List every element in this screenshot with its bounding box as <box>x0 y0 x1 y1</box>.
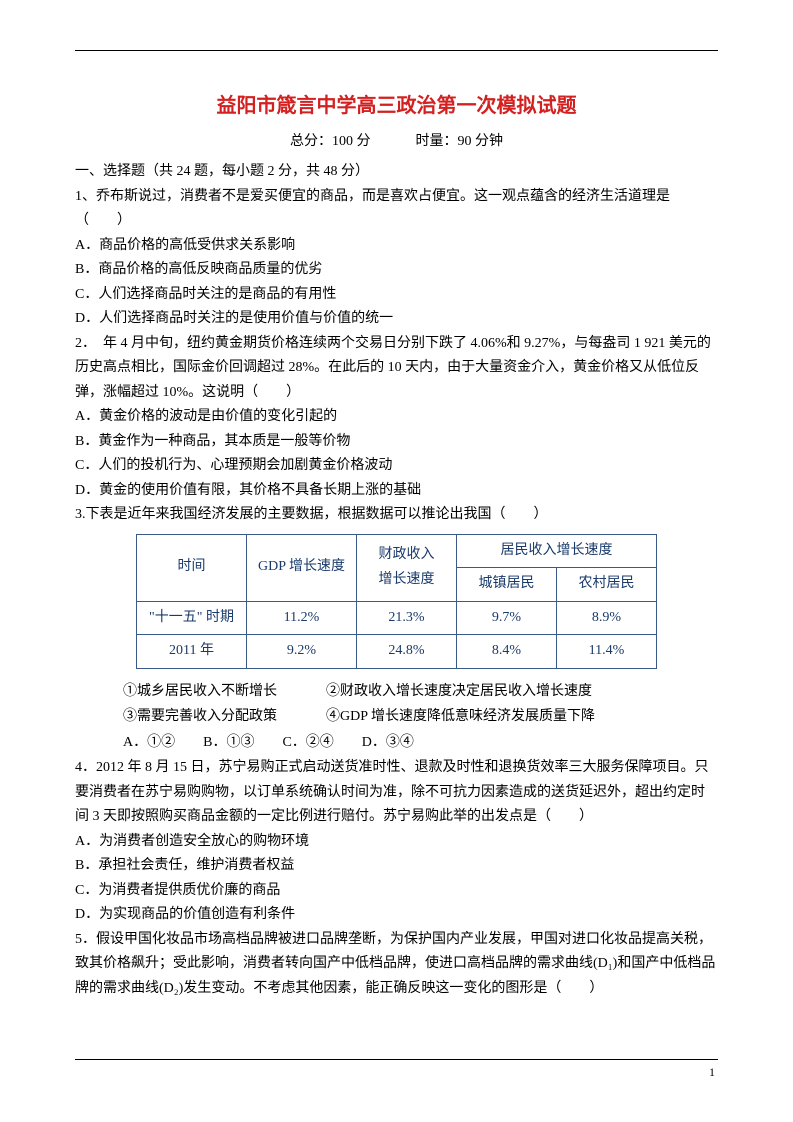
cell-fiscal: 24.8% <box>357 635 457 669</box>
cell-time: "十一五" 时期 <box>137 601 247 635</box>
q4-stem: 4．2012 年 8 月 15 日，苏宁易购正式启动送货准时性、退款及时性和退换… <box>75 756 718 830</box>
exam-meta: 总分：100 分 时量：90 分钟 <box>75 130 718 150</box>
col-gdp: GDP 增长速度 <box>247 534 357 601</box>
col-time: 时间 <box>137 534 247 601</box>
exam-title: 益阳市箴言中学高三政治第一次模拟试题 <box>75 89 718 118</box>
table-row: 2011 年 9.2% 24.8% 8.4% 11.4% <box>137 635 657 669</box>
cell-urban: 8.4% <box>457 635 557 669</box>
q3-statements: ①城乡居民收入不断增长 ②财政收入增长速度决定居民收入增长速度 ③需要完善收入分… <box>75 679 718 757</box>
q2-stem: 2． 年 4 月中旬，纽约黄金期货价格连续两个交易日分别下跌了 4.06%和 9… <box>75 332 718 406</box>
section-heading: 一、选择题（共 24 题，每小题 2 分，共 48 分） <box>75 160 718 185</box>
cell-gdp: 11.2% <box>247 601 357 635</box>
q4-opt-c: C．为消费者提供质优价廉的商品 <box>75 879 718 904</box>
cell-rural: 11.4% <box>557 635 657 669</box>
q3-table-wrap: 时间 GDP 增长速度 财政收入 增长速度 居民收入增长速度 城镇居民 农村居民… <box>75 534 718 669</box>
q4-opt-d: D．为实现商品的价值创造有利条件 <box>75 903 718 928</box>
q1-opt-a: A．商品价格的高低受供求关系影响 <box>75 234 718 259</box>
table-row: 时间 GDP 增长速度 财政收入 增长速度 居民收入增长速度 <box>137 534 657 568</box>
q4-opt-b: B．承担社会责任，维护消费者权益 <box>75 854 718 879</box>
q3-s1: ①城乡居民收入不断增长 <box>123 684 277 699</box>
cell-fiscal: 21.3% <box>357 601 457 635</box>
q3-table: 时间 GDP 增长速度 财政收入 增长速度 居民收入增长速度 城镇居民 农村居民… <box>136 534 657 669</box>
q3-s3: ③需要完善收入分配政策 <box>123 709 277 724</box>
table-row: "十一五" 时期 11.2% 21.3% 9.7% 8.9% <box>137 601 657 635</box>
q2-opt-d: D．黄金的使用价值有限，其价格不具备长期上涨的基础 <box>75 479 718 504</box>
time-value: 90 分钟 <box>458 134 504 149</box>
top-hr <box>75 50 718 51</box>
q1-opt-b: B．商品价格的高低反映商品质量的优劣 <box>75 258 718 283</box>
cell-time: 2011 年 <box>137 635 247 669</box>
col-rural: 农村居民 <box>557 568 657 602</box>
q3-options: A．①② B．①③ C．②④ D．③④ <box>123 730 718 756</box>
body: 一、选择题（共 24 题，每小题 2 分，共 48 分） 1、乔布斯说过，消费者… <box>75 160 718 1001</box>
col-fiscal: 财政收入 增长速度 <box>357 534 457 601</box>
q3-s2: ②财政收入增长速度决定居民收入增长速度 <box>326 684 592 699</box>
q2-opt-a: A．黄金价格的波动是由价值的变化引起的 <box>75 405 718 430</box>
page-number: 1 <box>709 1065 715 1080</box>
q3-s4: ④GDP 增长速度降低意味经济发展质量下降 <box>326 709 595 724</box>
q1-opt-c: C．人们选择商品时关注的是商品的有用性 <box>75 283 718 308</box>
bottom-hr <box>75 1059 718 1060</box>
q2-opt-b: B．黄金作为一种商品，其本质是一般等价物 <box>75 430 718 455</box>
q2-opt-c: C．人们的投机行为、心理预期会加剧黄金价格波动 <box>75 454 718 479</box>
col-income-group: 居民收入增长速度 <box>457 534 657 568</box>
q3-stem: 3.下表是近年来我国经济发展的主要数据，根据数据可以推论出我国（ ） <box>75 503 718 528</box>
total-value: 100 分 <box>332 134 371 149</box>
cell-urban: 9.7% <box>457 601 557 635</box>
exam-page: 益阳市箴言中学高三政治第一次模拟试题 总分：100 分 时量：90 分钟 一、选… <box>0 0 793 1122</box>
total-label: 总分： <box>290 134 332 149</box>
cell-gdp: 9.2% <box>247 635 357 669</box>
cell-rural: 8.9% <box>557 601 657 635</box>
q1-stem: 1、乔布斯说过，消费者不是爱买便宜的商品，而是喜欢占便宜。这一观点蕴含的经济生活… <box>75 185 718 234</box>
q5-stem: 5．假设甲国化妆品市场高档品牌被进口品牌垄断，为保护国内产业发展，甲国对进口化妆… <box>75 928 718 1002</box>
q4-opt-a: A．为消费者创造安全放心的购物环境 <box>75 830 718 855</box>
q1-opt-d: D．人们选择商品时关注的是使用价值与价值的统一 <box>75 307 718 332</box>
time-label: 时量： <box>416 134 458 149</box>
col-urban: 城镇居民 <box>457 568 557 602</box>
